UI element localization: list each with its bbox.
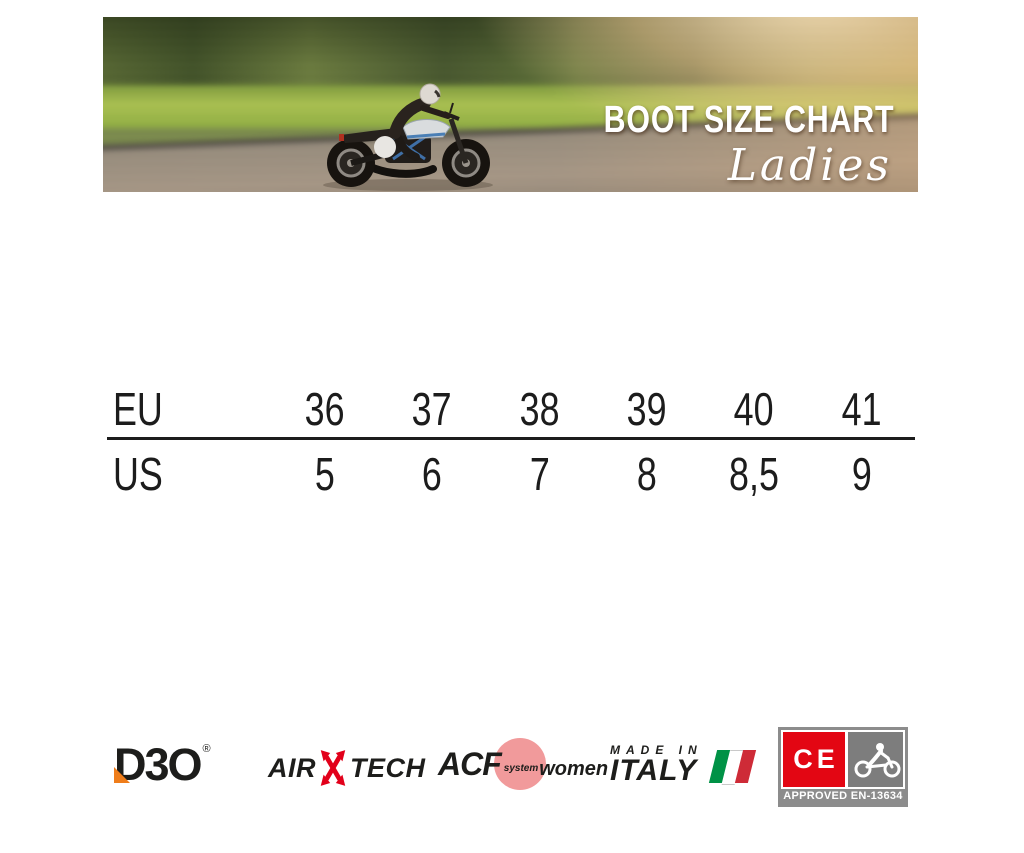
table-row-us: US 5 6 7 8 8,5 9: [107, 448, 915, 500]
ce-approval-badge: CE APPROVED EN-13634: [778, 727, 908, 807]
d3o-logo: D3O ®: [114, 742, 211, 787]
made-in-italy-text: MADE IN ITALY: [610, 744, 703, 786]
banner: BOOT SIZE CHART Ladies: [103, 17, 918, 192]
us-size-cell: 8: [636, 448, 657, 500]
ce-badge-inner: CE: [781, 730, 905, 789]
motion-blur-streaks: [103, 17, 918, 192]
acf-women-logo: ACF system women: [438, 738, 608, 790]
motorcycle-rider-illustration: [323, 83, 493, 191]
rider-icon: [854, 742, 900, 777]
eu-size-cell: 37: [412, 383, 452, 435]
table-row-eu: EU 36 37 38 39 40 41: [107, 383, 915, 435]
acf-logo-text: ACF system women: [438, 748, 608, 780]
registered-trademark-symbol: ®: [202, 743, 211, 755]
made-in-text: MADE IN: [610, 743, 703, 757]
acf-pink-circle-icon: [494, 738, 546, 790]
airtech-left-text: AIR: [268, 752, 316, 783]
banner-title: BOOT SIZE CHART: [603, 99, 894, 141]
airtech-logo: AIR TECH: [268, 748, 426, 788]
warm-tint-layer: [103, 17, 918, 192]
eu-size-cell: 41: [841, 383, 882, 435]
crossed-arrows-icon: [320, 750, 346, 786]
motorcycle-rider-pictogram: [848, 732, 903, 787]
us-size-cell: 7: [529, 448, 550, 500]
banner-background: [103, 17, 918, 192]
acf-main-text: ACF: [438, 746, 502, 782]
italian-flag-icon: [708, 749, 756, 785]
d3o-orange-triangle-icon: [114, 767, 130, 783]
row-label-eu: EU: [113, 383, 163, 435]
us-size-cell: 8,5: [729, 448, 779, 500]
ce-mark: CE: [783, 732, 845, 787]
eu-size-cell: 40: [734, 383, 774, 435]
acf-small-text: system: [503, 763, 539, 774]
eu-size-cell: 36: [304, 383, 345, 435]
acf-women-text: women: [539, 758, 609, 780]
eu-size-cell: 38: [519, 383, 560, 435]
italy-text: ITALY: [610, 754, 698, 787]
size-table: EU 36 37 38 39 40 41 US 5 6 7 8 8,5 9: [107, 383, 915, 500]
us-size-cell: 5: [314, 448, 335, 500]
us-size-cell: 6: [422, 448, 442, 500]
eu-size-cell: 39: [626, 383, 667, 435]
us-size-cell: 9: [851, 448, 872, 500]
airtech-right-text: TECH: [350, 752, 426, 783]
row-label-us: US: [113, 448, 163, 500]
ce-approved-label: APPROVED EN-13634: [783, 790, 903, 802]
table-divider-line: [107, 437, 915, 440]
banner-subtitle: Ladies: [727, 140, 892, 191]
made-in-italy-logo: MADE IN ITALY: [610, 744, 756, 786]
